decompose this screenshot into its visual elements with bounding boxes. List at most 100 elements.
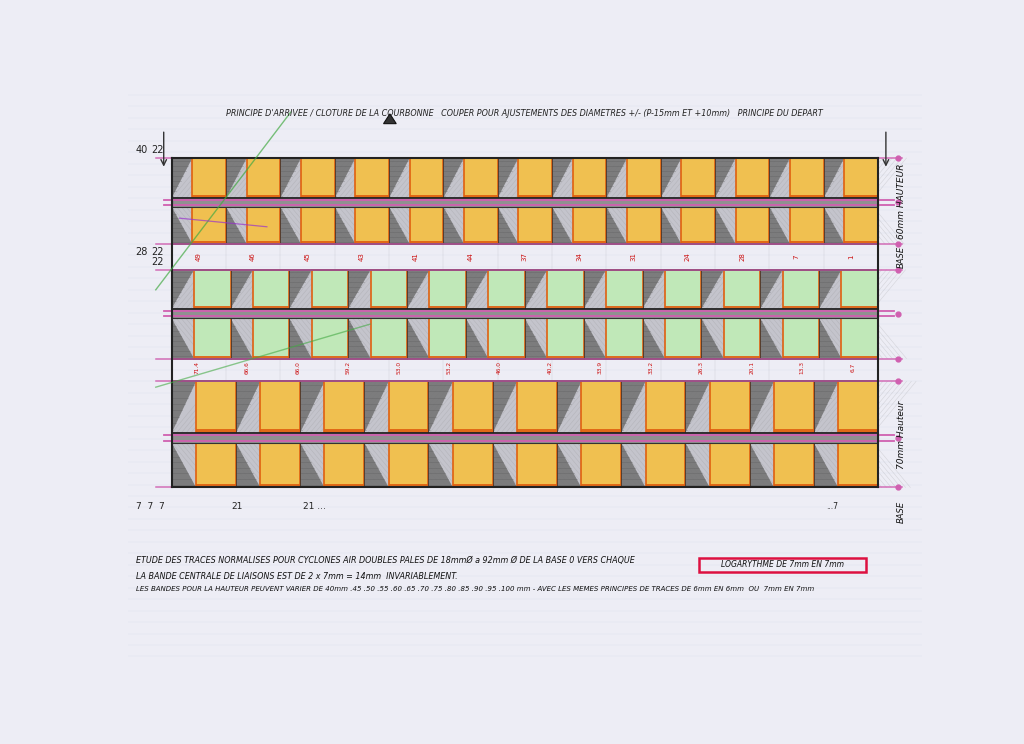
- Polygon shape: [300, 382, 325, 433]
- Text: 45: 45: [304, 252, 310, 261]
- Bar: [627, 196, 660, 198]
- Text: 49: 49: [196, 252, 202, 261]
- Bar: [196, 382, 236, 433]
- Text: 40: 40: [135, 145, 147, 155]
- Bar: [645, 382, 685, 433]
- Bar: [464, 207, 498, 244]
- Polygon shape: [466, 318, 488, 359]
- Polygon shape: [236, 382, 260, 433]
- Text: 40.2: 40.2: [548, 361, 553, 373]
- Polygon shape: [823, 207, 844, 244]
- Bar: [665, 270, 701, 309]
- Bar: [325, 429, 365, 433]
- Bar: [735, 196, 769, 198]
- Polygon shape: [760, 318, 782, 359]
- Bar: [172, 207, 878, 244]
- Bar: [582, 484, 622, 487]
- Bar: [724, 306, 760, 309]
- Text: 53.0: 53.0: [396, 361, 401, 373]
- Bar: [517, 443, 557, 487]
- Text: PRINCIPE D'ARRIVEE / CLOTURE DE LA COURBONNE   COUPER POUR AJUSTEMENTS DES DIAME: PRINCIPE D'ARRIVEE / CLOTURE DE LA COURB…: [226, 109, 823, 118]
- Text: 43: 43: [358, 252, 365, 261]
- Bar: [710, 443, 750, 487]
- Text: 13.3: 13.3: [800, 361, 805, 373]
- Bar: [301, 196, 335, 198]
- Polygon shape: [760, 270, 782, 309]
- Bar: [790, 196, 823, 198]
- Bar: [453, 429, 493, 433]
- Polygon shape: [769, 158, 790, 198]
- Bar: [464, 196, 498, 198]
- Polygon shape: [389, 207, 410, 244]
- Bar: [172, 382, 878, 433]
- Polygon shape: [236, 443, 260, 487]
- Bar: [464, 158, 498, 198]
- Text: 28: 28: [135, 247, 147, 257]
- Bar: [429, 318, 466, 359]
- Bar: [172, 270, 878, 309]
- Bar: [681, 207, 715, 244]
- Bar: [606, 270, 642, 309]
- Bar: [699, 559, 866, 572]
- Bar: [172, 198, 878, 207]
- Polygon shape: [622, 382, 645, 433]
- Polygon shape: [290, 270, 311, 309]
- Bar: [518, 196, 552, 198]
- Bar: [572, 241, 606, 244]
- Polygon shape: [823, 158, 844, 198]
- Polygon shape: [819, 270, 842, 309]
- Bar: [517, 484, 557, 487]
- Bar: [724, 356, 760, 359]
- Bar: [389, 429, 428, 433]
- Bar: [389, 484, 428, 487]
- Bar: [710, 429, 750, 433]
- Polygon shape: [606, 158, 627, 198]
- Text: 20.1: 20.1: [750, 361, 755, 373]
- Polygon shape: [389, 158, 410, 198]
- Text: 37: 37: [522, 252, 527, 261]
- Polygon shape: [230, 318, 253, 359]
- Polygon shape: [281, 158, 301, 198]
- Bar: [247, 158, 281, 198]
- Polygon shape: [685, 382, 710, 433]
- Bar: [355, 196, 389, 198]
- Bar: [464, 241, 498, 244]
- Text: 22: 22: [152, 145, 164, 155]
- Bar: [547, 318, 584, 359]
- Polygon shape: [701, 270, 724, 309]
- Bar: [389, 382, 428, 433]
- Bar: [172, 443, 878, 487]
- Polygon shape: [365, 382, 389, 433]
- Bar: [774, 429, 814, 433]
- Bar: [627, 207, 660, 244]
- Bar: [311, 270, 348, 309]
- Bar: [735, 241, 769, 244]
- Bar: [196, 484, 236, 487]
- Bar: [453, 443, 493, 487]
- Polygon shape: [172, 318, 194, 359]
- Polygon shape: [750, 382, 774, 433]
- Polygon shape: [584, 270, 606, 309]
- Bar: [193, 241, 226, 244]
- Bar: [488, 318, 524, 359]
- Polygon shape: [443, 207, 464, 244]
- Bar: [790, 207, 823, 244]
- Polygon shape: [408, 270, 429, 309]
- Polygon shape: [701, 318, 724, 359]
- Polygon shape: [428, 443, 453, 487]
- Text: 66.6: 66.6: [245, 361, 250, 373]
- Polygon shape: [428, 382, 453, 433]
- Bar: [665, 306, 701, 309]
- Text: 46.0: 46.0: [497, 361, 502, 373]
- Polygon shape: [660, 158, 681, 198]
- Bar: [606, 318, 642, 359]
- Bar: [172, 382, 878, 433]
- Bar: [194, 356, 230, 359]
- Text: 70mm Hauteur: 70mm Hauteur: [897, 400, 906, 469]
- Polygon shape: [226, 207, 247, 244]
- Bar: [301, 207, 335, 244]
- Text: 33.2: 33.2: [648, 361, 653, 373]
- Text: 24: 24: [685, 252, 691, 261]
- Bar: [774, 484, 814, 487]
- Polygon shape: [552, 207, 572, 244]
